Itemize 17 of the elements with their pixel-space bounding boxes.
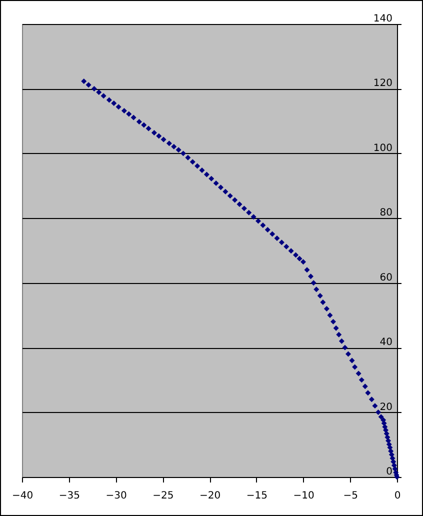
x-tick-label: −30 — [106, 490, 127, 502]
y-tick-label: 120 — [373, 78, 392, 90]
y-tick-label: 0 — [386, 466, 392, 478]
y-tick-label: 140 — [373, 14, 392, 24]
x-tick-label: −15 — [246, 490, 268, 502]
y-tick-label: 40 — [380, 337, 392, 348]
y-tick-label: 80 — [380, 208, 392, 219]
y-tick-label: 20 — [380, 402, 392, 413]
x-tick-label: −10 — [293, 490, 314, 502]
x-tick-label: 0 — [394, 490, 401, 502]
x-tick-label: −25 — [152, 490, 174, 502]
x-tick-label: −20 — [199, 490, 221, 502]
x-tick-label: −35 — [58, 490, 80, 502]
x-tick-label: −40 — [12, 490, 34, 502]
y-tick-label: 100 — [373, 142, 392, 154]
x-tick-label: −5 — [343, 490, 358, 502]
y-tick-label: 60 — [380, 272, 392, 284]
